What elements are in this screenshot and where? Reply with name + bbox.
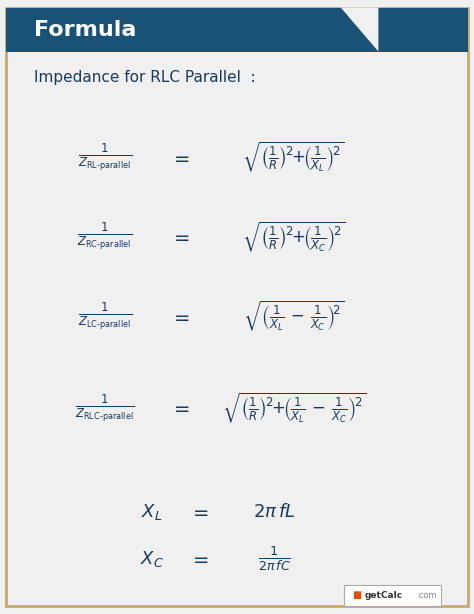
- Text: getCalc.com: getCalc.com: [379, 594, 439, 604]
- Text: $\frac{1}{Z_{\rm LC\text{-}parallel}}$: $\frac{1}{Z_{\rm LC\text{-}parallel}}$: [78, 300, 132, 332]
- Text: $\sqrt{\left(\frac{1}{R}\right)^{\!2}\!\!+\!\!\left(\frac{1}{X_L}\,-\,\frac{1}{X: $\sqrt{\left(\frac{1}{R}\right)^{\!2}\!\…: [221, 391, 365, 425]
- Text: $\sqrt{\left(\frac{1}{X_L}\,-\,\frac{1}{X_C}\right)^{\!2}}$: $\sqrt{\left(\frac{1}{X_L}\,-\,\frac{1}{…: [243, 299, 344, 333]
- FancyBboxPatch shape: [345, 585, 440, 606]
- Text: $\frac{1}{Z_{\rm RLC\text{-}parallel}}$: $\frac{1}{Z_{\rm RLC\text{-}parallel}}$: [75, 392, 135, 424]
- Text: Impedance for RLC Parallel  :: Impedance for RLC Parallel :: [35, 70, 256, 85]
- Text: $\frac{1}{Z_{\rm RC\text{-}parallel}}$: $\frac{1}{Z_{\rm RC\text{-}parallel}}$: [77, 221, 133, 252]
- Text: $=$: $=$: [170, 148, 191, 167]
- Text: $\frac{1}{Z_{\rm RL\text{-}parallel}}$: $\frac{1}{Z_{\rm RL\text{-}parallel}}$: [78, 141, 132, 173]
- Text: $\sqrt{\left(\frac{1}{R}\right)^{\!2}\!\!+\!\!\left(\frac{1}{X_C}\right)^{\!2}}$: $\sqrt{\left(\frac{1}{R}\right)^{\!2}\!\…: [242, 219, 345, 254]
- Text: ■: ■: [353, 591, 362, 600]
- Text: .com: .com: [416, 591, 437, 600]
- Text: $2\pi\, fL$: $2\pi\, fL$: [254, 503, 296, 521]
- FancyBboxPatch shape: [6, 7, 468, 52]
- Polygon shape: [341, 7, 378, 52]
- Text: $=$: $=$: [170, 227, 191, 246]
- Text: $=$: $=$: [170, 398, 191, 418]
- Text: $=$: $=$: [189, 550, 210, 569]
- Text: Formula: Formula: [35, 20, 137, 39]
- Text: $\sqrt{\left(\frac{1}{R}\right)^{\!2}\!\!+\!\!\left(\frac{1}{X_L}\right)^{\!2}}$: $\sqrt{\left(\frac{1}{R}\right)^{\!2}\!\…: [243, 140, 345, 174]
- Text: $\frac{1}{2\pi\, fC}$: $\frac{1}{2\pi\, fC}$: [258, 545, 291, 573]
- Text: $X_C$: $X_C$: [140, 549, 164, 569]
- Text: $X_L$: $X_L$: [141, 502, 163, 522]
- FancyBboxPatch shape: [6, 7, 468, 607]
- Text: getCalc: getCalc: [364, 591, 402, 600]
- Text: $=$: $=$: [189, 502, 210, 521]
- Text: $=$: $=$: [170, 306, 191, 325]
